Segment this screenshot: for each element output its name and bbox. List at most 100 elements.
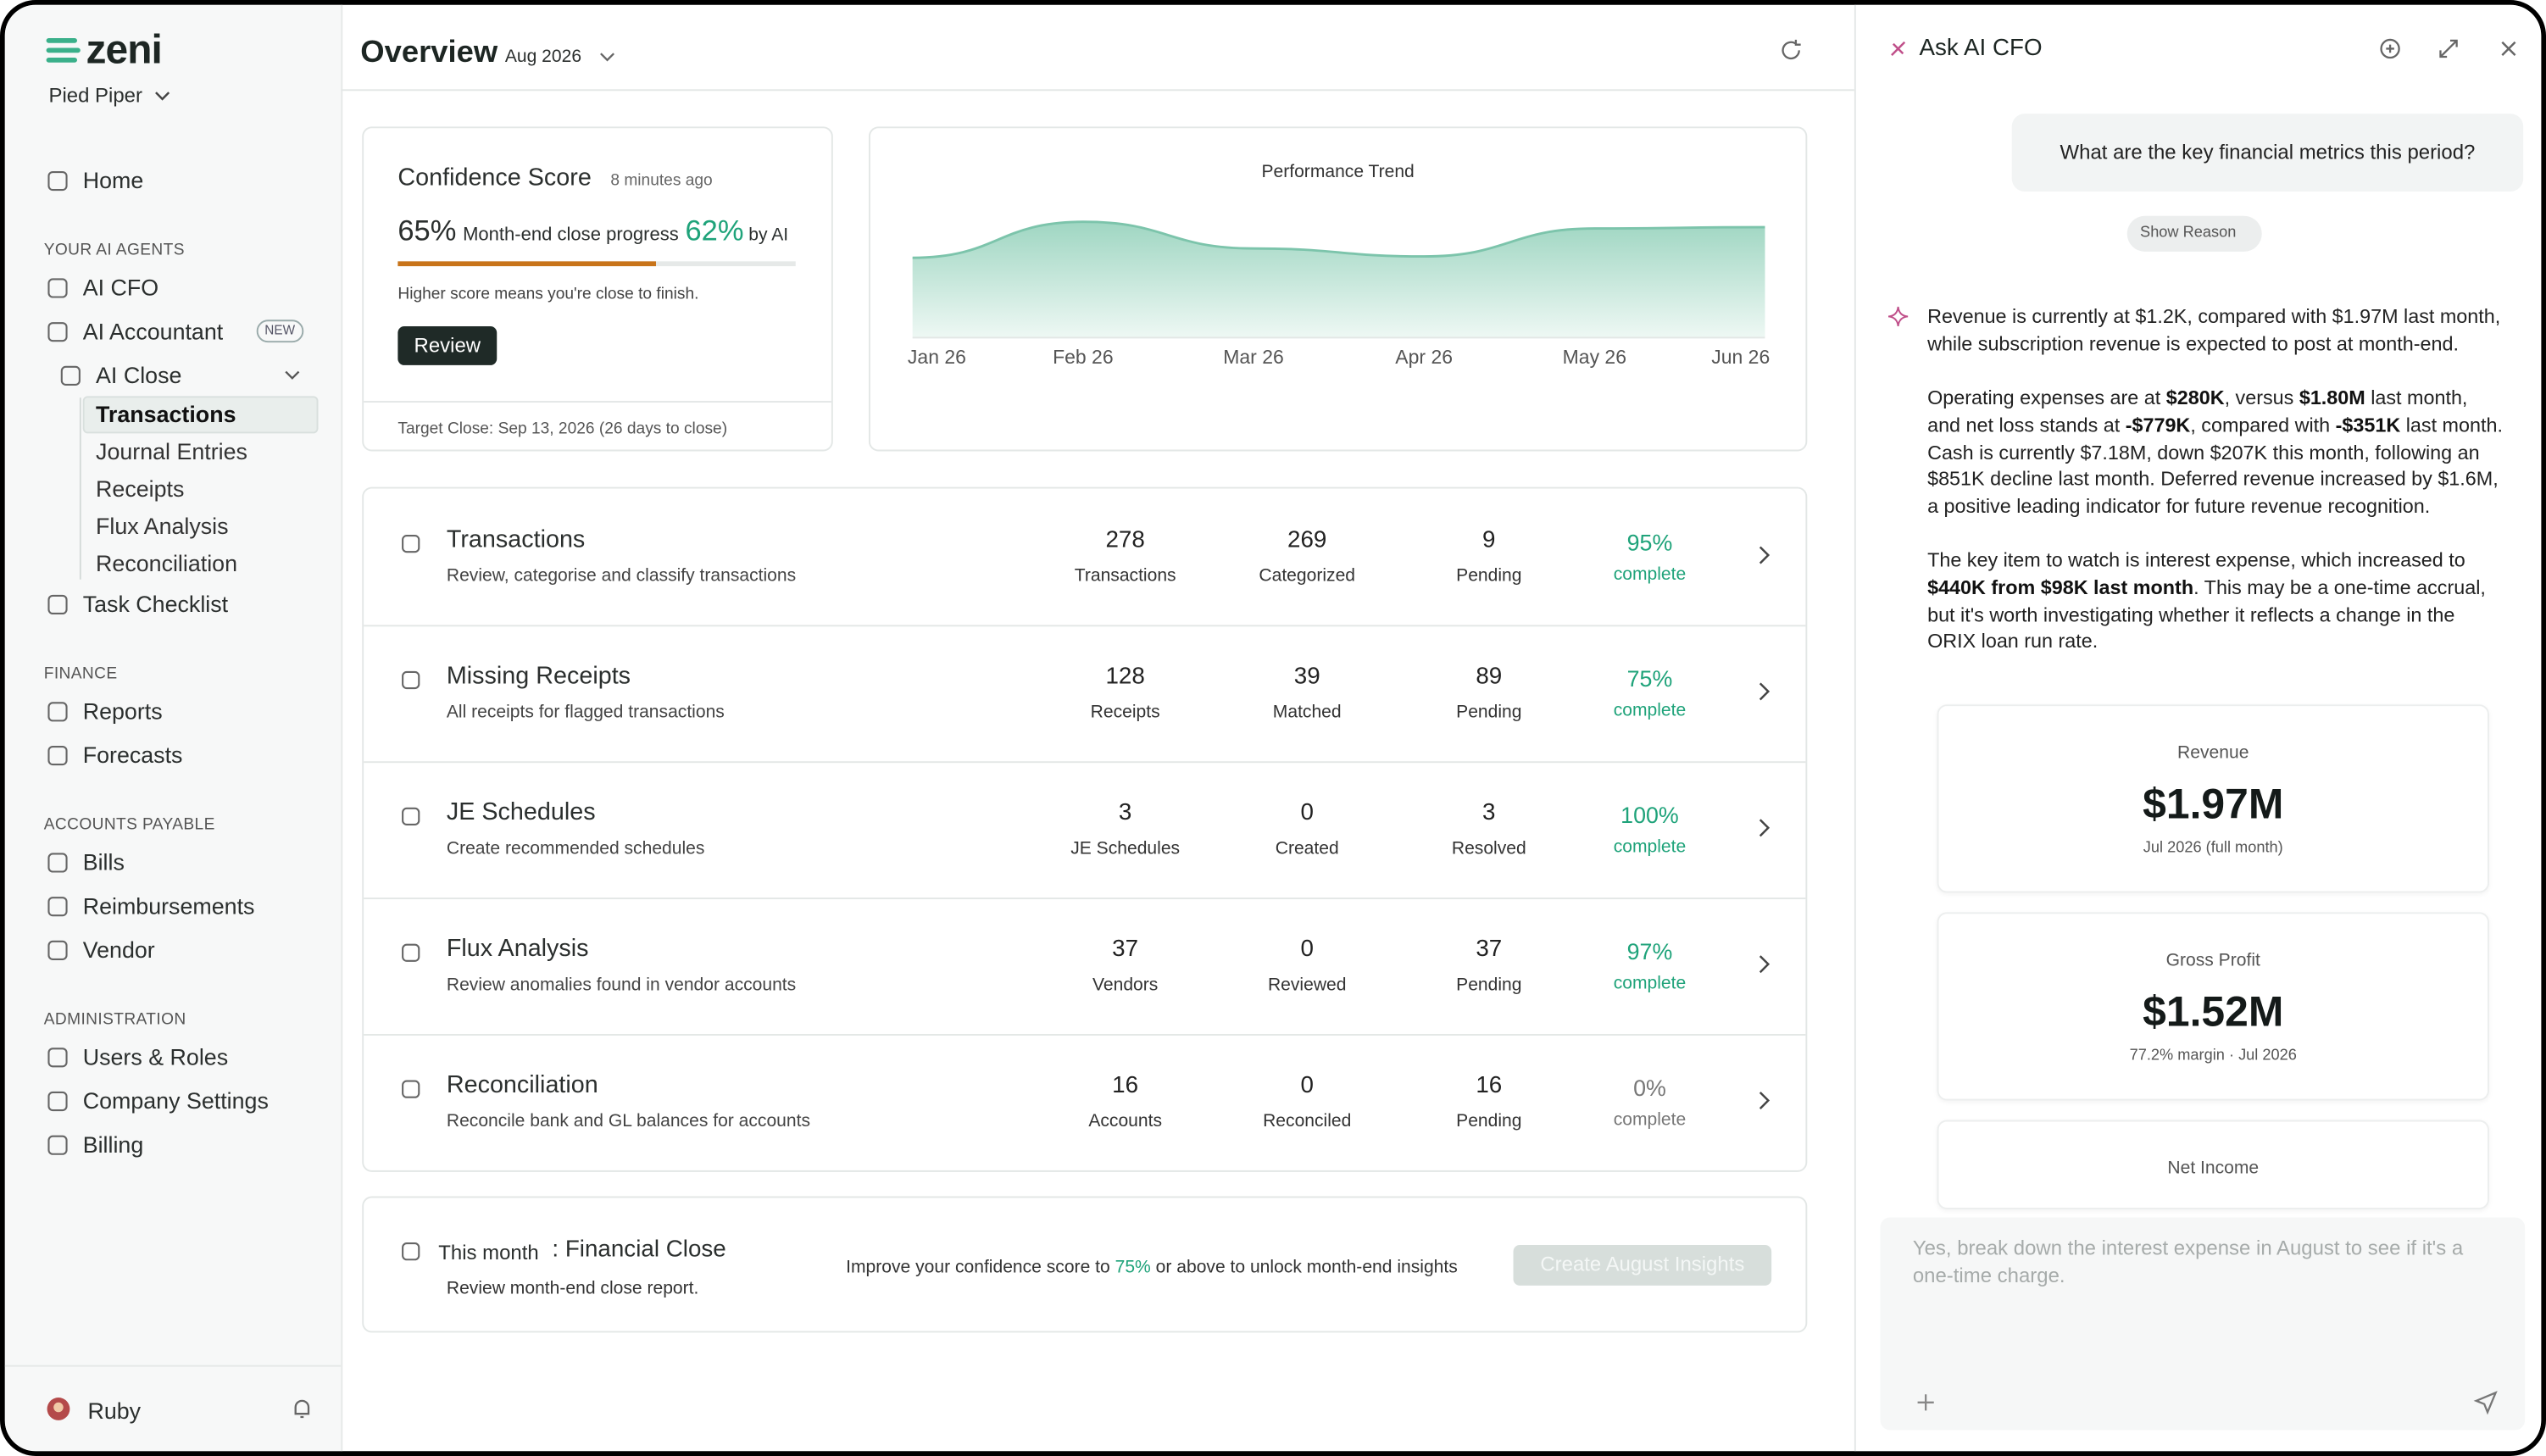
- task-title[interactable]: Transactions: [446, 525, 586, 554]
- nav-subitem[interactable]: Receipts: [96, 475, 185, 502]
- user-name[interactable]: Ruby: [87, 1398, 142, 1424]
- nav-subitem[interactable]: Reconciliation: [96, 550, 238, 576]
- card-title: Confidence Score: [397, 164, 592, 192]
- row-chevron[interactable]: [1757, 954, 1771, 974]
- row-chevron[interactable]: [1757, 681, 1771, 701]
- task-title[interactable]: Missing Receipts: [446, 662, 631, 690]
- nav-item[interactable]: Bills: [82, 848, 125, 875]
- metric-note: 77.2% margin · Jul 2026: [2129, 1047, 2297, 1065]
- icon-shape: [47, 322, 68, 342]
- stat-value: 9: [1482, 527, 1496, 554]
- chevron: [600, 53, 614, 62]
- icon: [402, 1242, 420, 1261]
- icon-shape: [402, 807, 420, 826]
- metric-card: Revenue $1.97M Jul 2026 (full month): [1937, 704, 2489, 893]
- nav-item[interactable]: Vendor: [82, 936, 155, 963]
- percent: 97%: [1626, 938, 1673, 964]
- nav-item[interactable]: Reports: [82, 697, 163, 725]
- stat-label: Resolved: [1451, 839, 1526, 859]
- task-title[interactable]: Reconciliation: [446, 1071, 598, 1099]
- row-chevron[interactable]: [1757, 1091, 1771, 1110]
- icon-shape: [402, 943, 420, 962]
- company-switcher[interactable]: Pied Piper: [48, 84, 142, 108]
- notifications-icon[interactable]: [292, 1398, 312, 1419]
- chat-input-placeholder[interactable]: Yes, break down the interest expense in …: [1912, 1236, 2464, 1287]
- nav-heading: FINANCE: [43, 665, 118, 684]
- nav-item[interactable]: Forecasts: [82, 742, 183, 768]
- divider: [364, 761, 1806, 764]
- x-tick-label: May 26: [1563, 346, 1626, 368]
- icon: [47, 702, 68, 722]
- icon: [47, 1091, 68, 1112]
- icon: [402, 807, 420, 826]
- nav-item[interactable]: Task Checklist: [82, 591, 229, 617]
- close-icon[interactable]: [2499, 39, 2518, 58]
- answer-text: The key item to watch is interest expens…: [1927, 548, 2465, 572]
- review-button[interactable]: Review: [397, 325, 498, 365]
- brand-icon: [46, 38, 81, 63]
- stat-label: Pending: [1456, 1111, 1522, 1131]
- nav-heading: ADMINISTRATION: [43, 1011, 186, 1030]
- send-icon[interactable]: [2473, 1391, 2498, 1415]
- metric-value: $1.97M: [2143, 779, 2284, 828]
- tree-line: [79, 397, 81, 580]
- divider: [341, 89, 1854, 92]
- icon: [47, 170, 68, 192]
- insights-button[interactable]: Create August Insights: [1513, 1245, 1772, 1286]
- refresh-icon[interactable]: [1780, 39, 1803, 62]
- chevron-shape: [1759, 682, 1771, 701]
- expand-icon[interactable]: [2439, 39, 2459, 58]
- nav-subitem[interactable]: Transactions: [96, 401, 236, 427]
- nav-subitem[interactable]: Flux Analysis: [96, 513, 229, 539]
- stat-value: 128: [1105, 664, 1145, 690]
- row-chevron[interactable]: [1757, 818, 1771, 837]
- stat-label: Pending: [1456, 703, 1522, 723]
- percent: 0%: [1633, 1074, 1666, 1101]
- nav-item[interactable]: Home: [82, 167, 144, 193]
- status: complete: [1613, 1110, 1687, 1131]
- status: complete: [1613, 974, 1687, 994]
- x-tick-label: Apr 26: [1395, 346, 1453, 368]
- attach-icon[interactable]: [1917, 1394, 1934, 1411]
- stat-label: Created: [1275, 839, 1339, 859]
- stat-label: Pending: [1456, 566, 1522, 586]
- icon-shape: [47, 170, 68, 192]
- x-tick-label: Mar 26: [1223, 346, 1284, 368]
- unlock-text: Improve your confidence score to 75% or …: [846, 1253, 1458, 1282]
- period-selector[interactable]: Aug 2026: [504, 47, 582, 67]
- icon-shape: [47, 1048, 68, 1068]
- task-title[interactable]: JE Schedules: [446, 798, 596, 826]
- nav-item[interactable]: Billing: [82, 1131, 144, 1158]
- nav-item[interactable]: AI CFO: [82, 274, 159, 301]
- row-chevron[interactable]: [1757, 546, 1771, 565]
- answer-text: -$779K: [2125, 414, 2191, 436]
- icon-shape: [47, 897, 68, 917]
- nav-subitem[interactable]: Journal Entries: [96, 438, 247, 464]
- nav-item[interactable]: AI Close: [96, 362, 182, 388]
- show-reason[interactable]: Show Reason: [2126, 215, 2263, 252]
- answer-paragraph: Cash is currently $7.18M, down $207K thi…: [1927, 439, 2505, 520]
- nav-item[interactable]: Users & Roles: [82, 1043, 229, 1070]
- icon: [47, 322, 68, 342]
- chat-input[interactable]: [1880, 1217, 2526, 1431]
- status: complete: [1613, 701, 1687, 721]
- task-description: Reconcile bank and GL balances for accou…: [446, 1111, 811, 1131]
- stat-value: 0: [1300, 800, 1314, 826]
- answer-text: Revenue is currently at $1.2K, compared …: [1927, 305, 2501, 355]
- stat-value: 278: [1105, 527, 1145, 554]
- task-title[interactable]: Flux Analysis: [446, 935, 589, 963]
- nav-item[interactable]: Company Settings: [82, 1087, 269, 1114]
- metric-card: Net Income: [1937, 1120, 2489, 1209]
- icon: [402, 943, 420, 962]
- divider: [364, 401, 831, 403]
- updated-time: 8 minutes ago: [610, 172, 713, 191]
- nav-item[interactable]: AI Accountant: [82, 318, 224, 345]
- stat-value: 3: [1482, 800, 1496, 826]
- nav-item[interactable]: Reimbursements: [82, 892, 255, 920]
- page-title: Overview: [360, 36, 498, 70]
- answer-text: Cash is currently $7.18M, down $207K thi…: [1927, 440, 2499, 518]
- new-chat-icon[interactable]: [2379, 37, 2402, 60]
- active-highlight: [82, 396, 319, 434]
- sidebar: zeni Pied Piper Ruby Home YOUR AI AGENTS A…: [4, 4, 343, 1452]
